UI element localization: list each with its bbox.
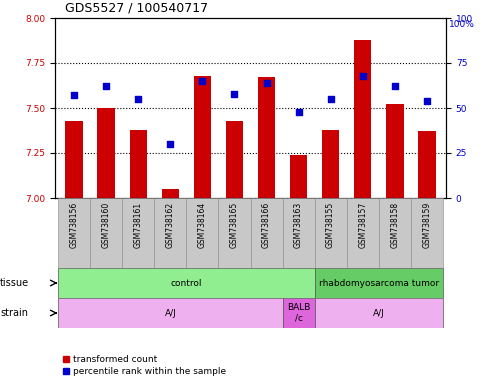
Text: control: control [171, 278, 202, 288]
Point [70, 92, 78, 98]
Bar [386, 104, 404, 198]
Bar [58, 198, 90, 268]
Text: GSM738164: GSM738164 [198, 202, 207, 248]
Text: BALB
/c: BALB /c [287, 303, 310, 323]
Bar [250, 198, 282, 268]
Bar [58, 268, 315, 298]
Text: GSM738165: GSM738165 [230, 202, 239, 248]
Text: GSM738163: GSM738163 [294, 202, 303, 248]
Bar [418, 131, 436, 198]
Bar [322, 130, 340, 198]
Bar [66, 121, 83, 198]
Text: GDS5527 / 100540717: GDS5527 / 100540717 [65, 1, 208, 14]
Bar [186, 198, 218, 268]
Point [423, 98, 431, 104]
Text: GSM738161: GSM738161 [134, 202, 143, 248]
Text: GSM738156: GSM738156 [70, 202, 79, 248]
Bar [347, 198, 379, 268]
Bar [315, 298, 443, 328]
Bar [354, 40, 372, 198]
Bar [258, 78, 275, 198]
Bar [379, 198, 411, 268]
Bar [194, 76, 211, 198]
Point [295, 109, 303, 115]
Bar [98, 108, 115, 198]
Point [135, 96, 142, 102]
Point [199, 78, 207, 84]
Text: A/J: A/J [165, 308, 176, 318]
Bar [154, 198, 186, 268]
Bar [411, 198, 443, 268]
Bar [122, 198, 154, 268]
Text: A/J: A/J [373, 308, 385, 318]
Bar [162, 189, 179, 198]
Point [391, 83, 399, 89]
Text: GSM738155: GSM738155 [326, 202, 335, 248]
Bar [282, 298, 315, 328]
Text: GSM738162: GSM738162 [166, 202, 175, 248]
Bar [290, 155, 308, 198]
Text: GSM738158: GSM738158 [390, 202, 399, 248]
Text: 100%: 100% [449, 20, 474, 29]
Point [359, 73, 367, 79]
Bar [218, 198, 250, 268]
Text: rhabdomyosarcoma tumor: rhabdomyosarcoma tumor [318, 278, 439, 288]
Text: GSM738166: GSM738166 [262, 202, 271, 248]
Text: tissue: tissue [0, 278, 29, 288]
Text: GSM738157: GSM738157 [358, 202, 367, 248]
Bar [315, 268, 443, 298]
Bar [226, 121, 243, 198]
Bar [90, 198, 122, 268]
Bar [315, 198, 347, 268]
Point [327, 96, 335, 102]
Text: GSM738159: GSM738159 [423, 202, 431, 248]
Point [167, 141, 175, 147]
Bar [130, 130, 147, 198]
Point [231, 91, 239, 97]
Legend: transformed count, percentile rank within the sample: transformed count, percentile rank withi… [60, 352, 230, 379]
Text: GSM738160: GSM738160 [102, 202, 111, 248]
Point [263, 80, 271, 86]
Point [103, 83, 110, 89]
Bar [282, 198, 315, 268]
Bar [58, 298, 282, 328]
Text: strain: strain [0, 308, 28, 318]
